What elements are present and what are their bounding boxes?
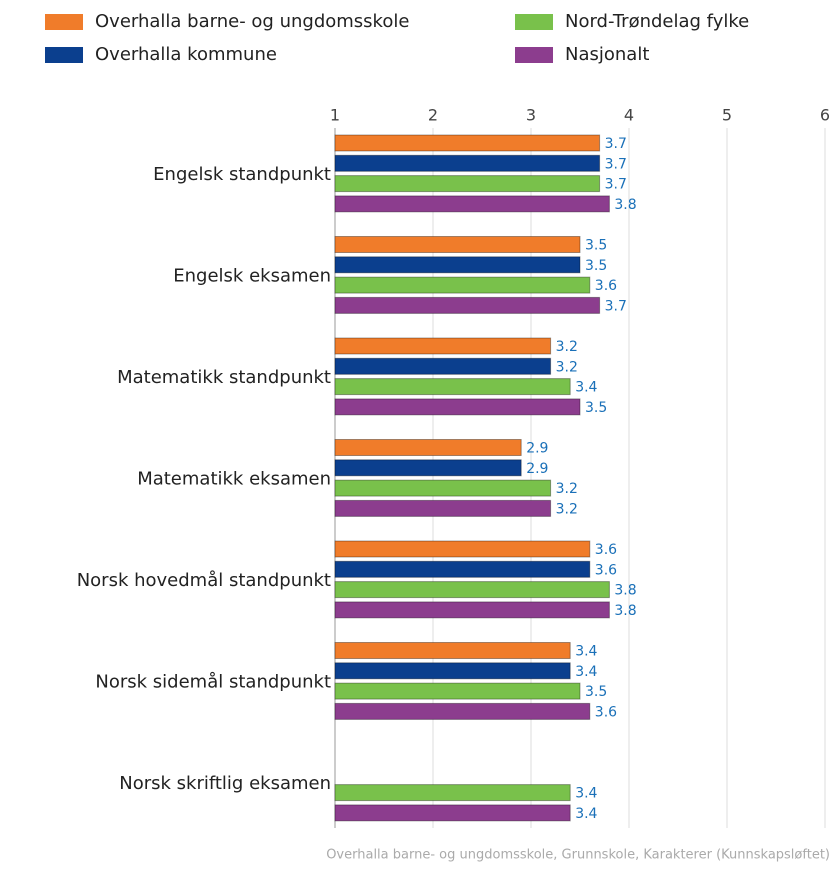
data-label: 3.4 [575,806,597,822]
bar [334,236,581,253]
data-label: 2.9 [526,441,548,457]
data-label: 3.6 [595,542,617,558]
bar [334,378,571,396]
data-label: 3.2 [556,359,578,375]
x-tick-label: 4 [624,106,634,125]
bar [334,682,581,700]
data-label: 3.4 [575,786,597,802]
legend-label: Nasjonalt [565,44,649,65]
data-label: 3.4 [575,644,597,660]
x-tick-label: 5 [722,106,732,125]
data-label: 3.7 [605,136,627,152]
y-tick-label: Matematikk standpunkt [117,367,331,388]
bar [334,439,522,456]
caption: Overhalla barne- og ungdomsskole, Grunns… [326,848,830,863]
bar [334,601,610,619]
bar [334,662,571,680]
bar [334,499,552,517]
bar [334,540,591,558]
data-label: 3.5 [585,258,607,274]
data-label: 3.6 [595,562,617,578]
data-label: 3.2 [556,339,578,355]
x-tick-label: 3 [526,106,536,125]
x-tick-label: 1 [330,106,340,125]
x-tick-label: 2 [428,106,438,125]
data-label: 3.8 [614,197,636,213]
bar [334,296,601,314]
bar [334,398,581,416]
bar [334,256,581,274]
legend-label: Overhalla kommune [95,44,277,65]
legend-label: Nord-Trøndelag fylke [565,11,749,32]
data-label: 3.5 [585,684,607,700]
data-label: 3.6 [595,278,617,294]
data-label: 3.7 [605,298,627,314]
data-label: 3.2 [556,501,578,517]
legend-swatch [515,14,553,30]
bar [334,175,601,193]
data-label: 3.6 [595,704,617,720]
data-label: 2.9 [526,461,548,477]
data-label: 3.4 [575,380,597,396]
legend-swatch [515,47,553,63]
data-label: 3.7 [605,177,627,193]
y-tick-label: Engelsk standpunkt [153,164,331,185]
bar [334,642,571,659]
legend-label: Overhalla barne- og ungdomsskole [95,11,409,32]
data-label: 3.8 [614,603,636,619]
y-tick-label: Engelsk eksamen [173,266,331,287]
bar [334,581,610,599]
bar [334,357,552,375]
data-label: 3.7 [605,156,627,172]
legend-swatch [45,47,83,63]
y-tick-label: Norsk sidemål standpunkt [95,672,331,693]
y-tick-label: Matematikk eksamen [137,469,331,490]
bar [334,784,571,802]
y-tick-label: Norsk skriftlig eksamen [119,773,331,794]
data-label: 3.5 [585,238,607,254]
bar [334,276,591,294]
legend-swatch [45,14,83,30]
bar [334,804,571,822]
data-label: 3.5 [585,400,607,416]
y-tick-label: Norsk hovedmål standpunkt [77,570,331,591]
data-label: 3.4 [575,664,597,680]
bar [334,134,601,152]
bar [334,337,552,355]
x-tick-label: 6 [820,106,830,125]
bar [334,479,552,497]
data-label: 3.8 [614,583,636,599]
bar [334,560,591,578]
bar [334,154,601,172]
bar [334,702,591,720]
data-label: 3.2 [556,481,578,497]
bar [334,195,610,213]
bar [334,459,522,477]
